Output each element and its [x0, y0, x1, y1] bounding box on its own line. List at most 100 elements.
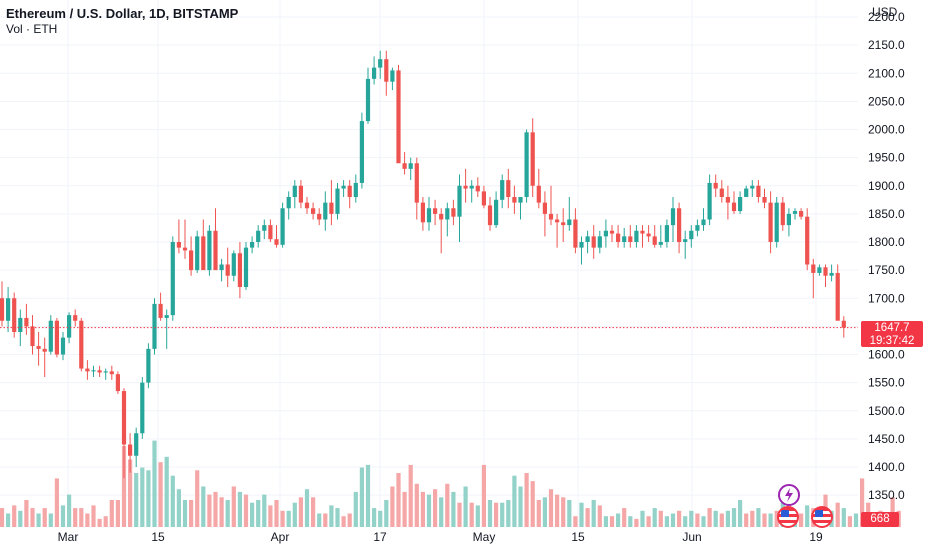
- candle: [121, 388, 127, 479]
- candle: [54, 317, 59, 358]
- volume-bar: [609, 516, 615, 527]
- volume-bar: [597, 505, 602, 527]
- volume-bar: [54, 478, 59, 527]
- candle-body: [731, 202, 737, 212]
- candle-body: [829, 272, 834, 276]
- volume-bar: [323, 513, 328, 527]
- candle-body: [536, 185, 541, 203]
- volume-bar: [207, 494, 212, 527]
- volume-bar: [530, 481, 535, 527]
- candle-body: [738, 197, 743, 212]
- candle-body: [439, 213, 444, 220]
- time-axis[interactable]: Mar 15 Apr 17 May 15 Jun 19: [58, 530, 823, 544]
- time-tick-label: Jun: [682, 530, 701, 544]
- candle: [6, 287, 11, 332]
- volume-bar: [414, 483, 419, 527]
- time-tick-label: Apr: [271, 530, 290, 544]
- candle-body: [189, 250, 194, 271]
- price-tick-label: 1800.0: [868, 235, 905, 249]
- candle-body: [219, 264, 224, 271]
- volume-bar: [487, 500, 493, 527]
- candle: [298, 180, 303, 209]
- volume-bar: [799, 513, 804, 527]
- candle: [841, 316, 846, 338]
- candle-body: [512, 197, 517, 203]
- volume-bar: [195, 470, 200, 527]
- candle: [433, 199, 438, 226]
- us-flag-icon[interactable]: [777, 506, 799, 528]
- candle-body: [695, 225, 700, 231]
- volume-bar: [426, 494, 432, 527]
- candle-body: [530, 132, 535, 186]
- candle-body: [164, 315, 169, 318]
- volume-bar: [701, 516, 706, 527]
- volume-bar: [335, 508, 340, 527]
- candle-body: [396, 70, 401, 164]
- candle: [91, 365, 96, 377]
- volume-bar: [628, 516, 633, 527]
- candle-body: [414, 163, 419, 203]
- candle: [701, 208, 706, 231]
- candle-body: [60, 337, 66, 355]
- candle: [250, 236, 255, 254]
- candle-body: [463, 185, 468, 189]
- candle: [731, 191, 737, 214]
- volume-bar: [298, 497, 303, 527]
- volume-bar: [329, 505, 334, 527]
- candle: [555, 213, 560, 248]
- volume-bar: [579, 502, 584, 527]
- candle: [823, 264, 828, 287]
- volume-bar: [524, 473, 529, 527]
- candle: [622, 227, 627, 248]
- candle-body: [817, 267, 822, 273]
- us-flag-icon[interactable]: [811, 506, 833, 528]
- candle-body: [841, 320, 846, 328]
- candle-body: [97, 370, 102, 373]
- candle: [134, 427, 139, 467]
- candle-body: [640, 230, 645, 234]
- candle-body: [134, 433, 139, 456]
- volume-bar: [640, 510, 645, 527]
- candle: [225, 247, 230, 287]
- volume-bar: [713, 510, 718, 527]
- volume-bar: [658, 510, 663, 527]
- volume-bar: [353, 491, 358, 527]
- candle: [591, 225, 596, 259]
- candle-body: [262, 225, 267, 231]
- volume-bar: [463, 486, 468, 527]
- lightning-icon[interactable]: [778, 484, 800, 506]
- candle: [24, 303, 29, 335]
- price-tick-label: 1750.0: [868, 263, 905, 277]
- price-axis[interactable]: 1350.01400.01450.01500.01550.01600.01650…: [868, 10, 905, 502]
- candle-body: [347, 185, 352, 197]
- candle-body: [555, 219, 560, 223]
- candle-body: [683, 239, 688, 242]
- volume-bar: [164, 456, 169, 527]
- volume-bar: [841, 508, 846, 527]
- candle-body: [243, 247, 249, 287]
- candle: [725, 185, 730, 220]
- candle-body: [378, 59, 383, 68]
- candle: [792, 208, 798, 220]
- candle-body: [597, 236, 602, 248]
- volume-bar: [365, 464, 371, 527]
- volume-bar: [518, 486, 523, 527]
- candle-body: [109, 371, 114, 375]
- price-tick-label: 1500.0: [868, 404, 905, 418]
- candle: [42, 337, 47, 377]
- volume-bar: [280, 510, 285, 527]
- candle: [439, 208, 444, 254]
- candle: [579, 236, 584, 265]
- price-tick-label: 1550.0: [868, 376, 905, 390]
- candle: [73, 309, 78, 327]
- volume-bar: [548, 489, 554, 527]
- volume-bar: [91, 505, 96, 527]
- candle-body: [457, 185, 462, 217]
- candle-body: [146, 348, 151, 383]
- currency-label[interactable]: USD: [872, 5, 898, 19]
- candle-body: [628, 236, 633, 242]
- time-tick-label: 17: [373, 530, 387, 544]
- volume-bar: [652, 508, 657, 527]
- candle-body: [103, 371, 108, 373]
